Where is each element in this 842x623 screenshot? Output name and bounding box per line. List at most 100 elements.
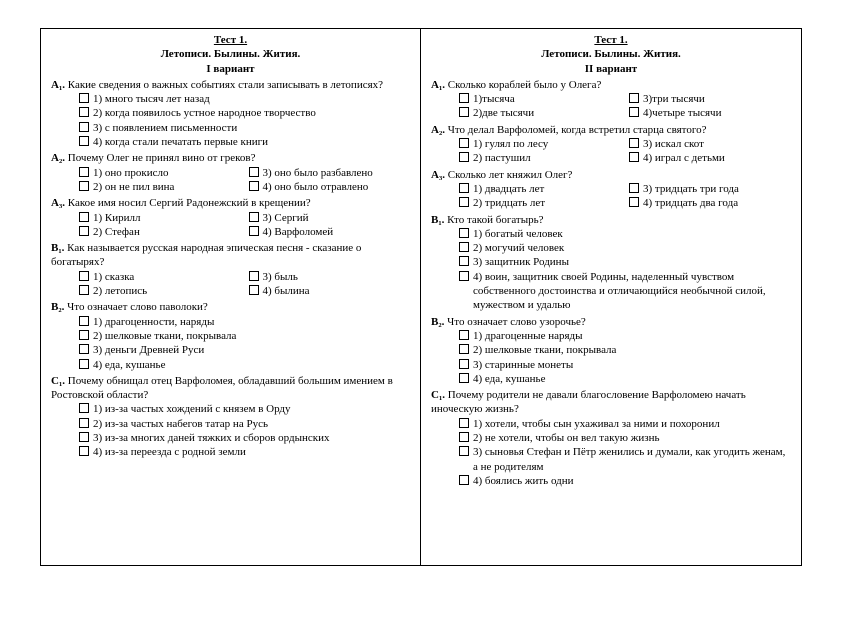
option-text: 4) боялись жить одни <box>473 474 574 488</box>
checkbox-icon[interactable] <box>459 432 469 442</box>
checkbox-icon[interactable] <box>79 418 89 428</box>
question-text: Почему Олег не принял вино от греков? <box>68 152 256 164</box>
option-text: 1) Кирилл <box>93 211 141 225</box>
checkbox-icon[interactable] <box>79 181 89 191</box>
question-code: А₃. <box>51 197 68 209</box>
option: 2) летопись <box>79 284 241 298</box>
test-page: Тест 1.Летописи. Былины. Жития.I вариант… <box>40 28 802 566</box>
checkbox-icon[interactable] <box>459 344 469 354</box>
option-text: 1) из-за частых хождений с князем в Орду <box>93 402 291 416</box>
option-text: 2)две тысячи <box>473 106 534 120</box>
options: 1) Кирилл3) Сергий2) Стефан4) Варфоломей <box>79 211 410 240</box>
variant-label: I вариант <box>51 62 410 76</box>
question-code: А₁. <box>51 79 68 91</box>
checkbox-icon[interactable] <box>459 197 469 207</box>
checkbox-icon[interactable] <box>79 359 89 369</box>
checkbox-icon[interactable] <box>459 242 469 252</box>
checkbox-icon[interactable] <box>79 316 89 326</box>
checkbox-icon[interactable] <box>629 152 639 162</box>
checkbox-icon[interactable] <box>629 93 639 103</box>
checkbox-icon[interactable] <box>79 403 89 413</box>
checkbox-icon[interactable] <box>79 212 89 222</box>
checkbox-icon[interactable] <box>249 167 259 177</box>
option: 3) из-за многих даней тяжких и сборов ор… <box>79 431 410 445</box>
checkbox-icon[interactable] <box>459 138 469 148</box>
checkbox-icon[interactable] <box>79 285 89 295</box>
checkbox-icon[interactable] <box>629 107 639 117</box>
test-subtitle: Летописи. Былины. Жития. <box>51 47 410 61</box>
question: С₁. Почему родители не давали благослове… <box>431 388 791 417</box>
option-text: 2) пастушил <box>473 151 531 165</box>
option: 3) быль <box>249 270 411 284</box>
option-text: 1) драгоценные наряды <box>473 329 583 343</box>
option: 4) воин, защитник своей Родины, наделенн… <box>459 270 791 313</box>
checkbox-icon[interactable] <box>459 256 469 266</box>
checkbox-icon[interactable] <box>629 138 639 148</box>
option: 3) деньги Древней Руси <box>79 343 410 357</box>
checkbox-icon[interactable] <box>629 197 639 207</box>
checkbox-icon[interactable] <box>459 93 469 103</box>
option: 3) с появлением письменности <box>79 121 410 135</box>
question: В₁. Кто такой богатырь? <box>431 213 791 227</box>
checkbox-icon[interactable] <box>79 344 89 354</box>
checkbox-icon[interactable] <box>79 226 89 236</box>
checkbox-icon[interactable] <box>249 226 259 236</box>
checkbox-icon[interactable] <box>459 373 469 383</box>
checkbox-icon[interactable] <box>459 330 469 340</box>
checkbox-icon[interactable] <box>79 107 89 117</box>
option: 1) много тысяч лет назад <box>79 92 410 106</box>
option: 4) былина <box>249 284 411 298</box>
option-text: 2) шелковые ткани, покрывала <box>93 329 236 343</box>
checkbox-icon[interactable] <box>459 183 469 193</box>
checkbox-icon[interactable] <box>249 271 259 281</box>
checkbox-icon[interactable] <box>79 167 89 177</box>
option-text: 1) двадцать лет <box>473 182 544 196</box>
option: 3) старинные монеты <box>459 358 791 372</box>
checkbox-icon[interactable] <box>459 418 469 428</box>
option-text: 3) из-за многих даней тяжких и сборов ор… <box>93 431 330 445</box>
checkbox-icon[interactable] <box>459 228 469 238</box>
checkbox-icon[interactable] <box>249 181 259 191</box>
question-text: Кто такой богатырь? <box>447 214 543 226</box>
option: 3) искал скот <box>629 137 791 151</box>
option-text: 1)тысяча <box>473 92 515 106</box>
checkbox-icon[interactable] <box>249 212 259 222</box>
checkbox-icon[interactable] <box>459 446 469 456</box>
checkbox-icon[interactable] <box>79 136 89 146</box>
option-text: 1) богатый человек <box>473 227 563 241</box>
checkbox-icon[interactable] <box>459 359 469 369</box>
option-text: 3) оно было разбавлено <box>263 166 373 180</box>
option: 1) драгоценные наряды <box>459 329 791 343</box>
checkbox-icon[interactable] <box>459 475 469 485</box>
checkbox-icon[interactable] <box>459 152 469 162</box>
question: А₃. Сколько лет княжил Олег? <box>431 168 791 182</box>
question-code: В₁. <box>51 242 67 254</box>
option-text: 4) оно было отравлено <box>263 180 369 194</box>
option-text: 4) когда стали печатать первые книги <box>93 135 268 149</box>
checkbox-icon[interactable] <box>79 93 89 103</box>
checkbox-icon[interactable] <box>459 271 469 281</box>
checkbox-icon[interactable] <box>629 183 639 193</box>
options: 1) сказка3) быль2) летопись4) былина <box>79 270 410 299</box>
checkbox-icon[interactable] <box>79 446 89 456</box>
checkbox-icon[interactable] <box>459 107 469 117</box>
option: 1)тысяча <box>459 92 621 106</box>
option-text: 2) не хотели, чтобы он вел такую жизнь <box>473 431 659 445</box>
option: 2)две тысячи <box>459 106 621 120</box>
question-text: Почему обнищал отец Варфоломея, обладавш… <box>51 375 393 401</box>
test-title: Тест 1. <box>51 33 410 47</box>
option-text: 3) старинные монеты <box>473 358 573 372</box>
checkbox-icon[interactable] <box>79 330 89 340</box>
checkbox-icon[interactable] <box>79 271 89 281</box>
checkbox-icon[interactable] <box>79 432 89 442</box>
option-text: 3)три тысячи <box>643 92 705 106</box>
option-text: 2) когда появилось устное народное творч… <box>93 106 316 120</box>
option-text: 3) быль <box>263 270 298 284</box>
question: В₂. Что означает слово узорочье? <box>431 315 791 329</box>
question-code: А₂. <box>51 152 68 164</box>
options: 1) много тысяч лет назад2) когда появило… <box>79 92 410 149</box>
option: 4) боялись жить одни <box>459 474 791 488</box>
checkbox-icon[interactable] <box>79 122 89 132</box>
checkbox-icon[interactable] <box>249 285 259 295</box>
question: А₁. Какие сведения о важных событиях ста… <box>51 78 410 92</box>
